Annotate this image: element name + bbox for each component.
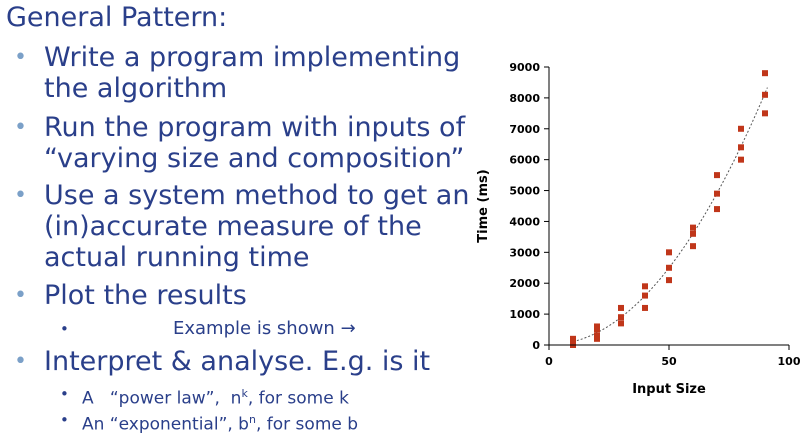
data-point: [618, 320, 624, 327]
exponential-text: An “exponential”, bn, for some b: [82, 413, 359, 435]
y-tick-label: 9000: [509, 61, 540, 74]
data-point: [714, 206, 720, 213]
bullet-dot: •: [14, 349, 27, 374]
data-point: [594, 326, 600, 333]
y-tick-label: 4000: [509, 215, 540, 228]
data-point: [618, 314, 624, 321]
data-point: [642, 304, 648, 311]
data-point: [738, 125, 744, 132]
data-point: [570, 338, 576, 345]
data-point: [618, 304, 624, 311]
bullet-text-continued: actual running time: [44, 242, 310, 273]
y-tick-label: 5000: [509, 185, 540, 198]
bullet-text-continued: “varying size and composition”: [44, 143, 465, 174]
data-point: [690, 224, 696, 231]
bullet-text: Use a system method to get an: [44, 180, 470, 211]
bullet-text-continued: (in)accurate measure of the: [44, 211, 422, 242]
trend-curve: [572, 87, 768, 343]
data-point: [714, 172, 720, 179]
data-point: [738, 144, 744, 151]
y-tick-label: 2000: [509, 277, 540, 290]
data-point: [594, 323, 600, 330]
bullet-dot: •: [14, 283, 27, 308]
x-axis-label: Input Size: [632, 382, 706, 397]
runtime-scatter-chart: 0 1000 2000 3000 4000 5000 6000 7000 8000 9000 0 5…: [476, 61, 801, 397]
x-tick-label: 100: [778, 355, 801, 368]
data-point: [690, 243, 696, 250]
data-point: [690, 230, 696, 237]
data-point: [762, 70, 768, 77]
data-point: [594, 332, 600, 339]
bullet-text: Run the program with inputs of: [44, 112, 466, 143]
data-point: [666, 249, 672, 256]
sub-bullet-dot: •: [60, 411, 69, 429]
y-tick-label: 3000: [509, 246, 540, 259]
data-point: [666, 277, 672, 284]
slide-heading: General Pattern:: [6, 2, 228, 33]
data-point: [594, 335, 600, 342]
bullet-text: Interpret & analyse. E.g. is it: [44, 346, 431, 377]
y-tick-label: 1000: [509, 308, 540, 321]
data-point: [642, 292, 648, 299]
bullet-text: Write a program implementing: [44, 42, 461, 73]
bullet-text-continued: the algorithm: [44, 73, 228, 104]
data-point: [666, 264, 672, 271]
y-tick-label: 0: [532, 339, 540, 352]
data-point: [714, 190, 720, 197]
y-tick-label: 7000: [509, 123, 540, 136]
sub-bullet-dot: •: [60, 385, 69, 403]
y-axis-label: Time (ms): [476, 169, 491, 242]
data-point: [738, 156, 744, 163]
y-tick-label: 8000: [509, 92, 540, 105]
bullet-dot: •: [14, 115, 27, 140]
data-point: [762, 91, 768, 98]
x-tick-label: 50: [661, 355, 677, 368]
data-point: [570, 335, 576, 342]
example-note: Example is shown →: [173, 318, 356, 339]
data-points: [570, 70, 768, 348]
bullet-text: Plot the results: [44, 280, 247, 311]
bullet-dot: •: [14, 45, 27, 70]
sub-bullet-dot: •: [60, 320, 69, 338]
data-point: [762, 110, 768, 117]
x-axis-ticks: 0 50 100: [545, 345, 801, 368]
x-tick-label: 0: [545, 355, 553, 368]
bullet-dot: •: [14, 183, 27, 208]
y-axis-ticks: 0 1000 2000 3000 4000 5000 6000 7000 8000 9000: [509, 61, 549, 352]
power-law-text: A “power law”, nk, for some k: [82, 387, 349, 409]
data-point: [642, 283, 648, 290]
y-tick-label: 6000: [509, 154, 540, 167]
